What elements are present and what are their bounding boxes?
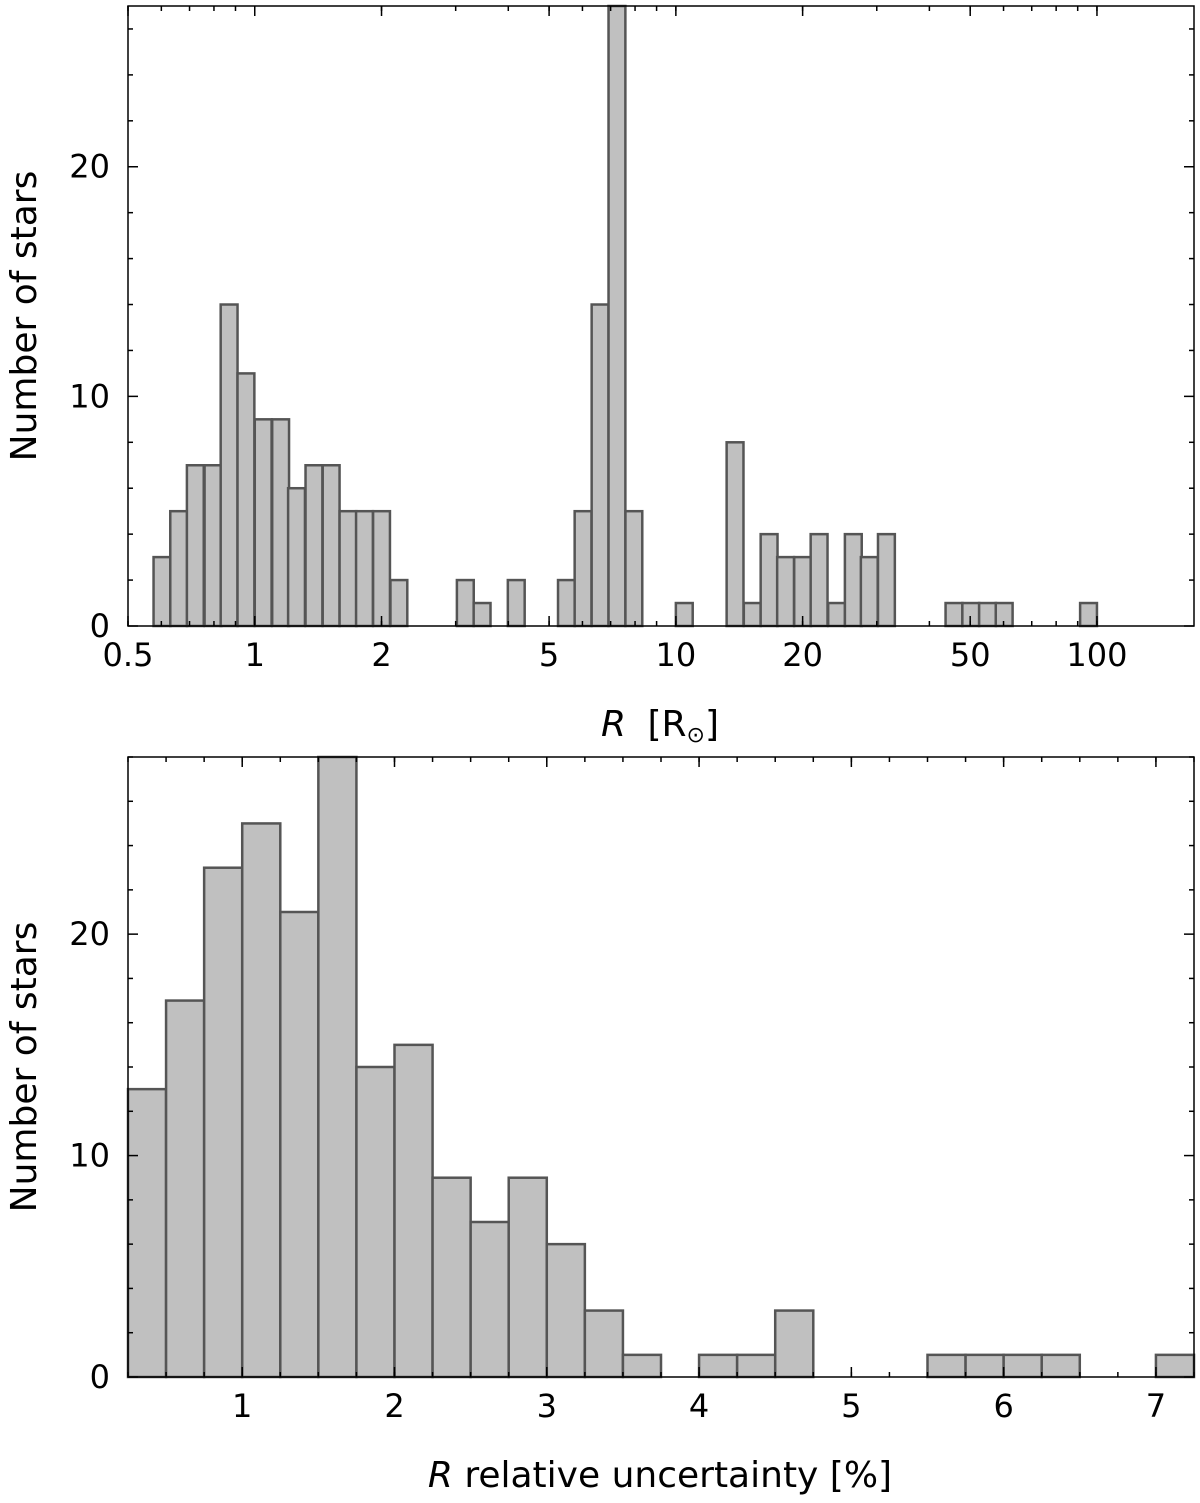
top-bar <box>185 464 205 628</box>
top-bar <box>725 441 745 628</box>
top-y-axis-title: Number of stars <box>4 171 45 462</box>
bot-bar <box>240 822 282 1379</box>
bot-bar <box>621 1353 663 1379</box>
bot-bar <box>202 866 244 1379</box>
top-x-tick-label: 2 <box>371 636 391 674</box>
top-bar <box>371 509 392 628</box>
bottom-x-axis-rest: relative uncertainty [%] <box>453 1455 892 1496</box>
bottom-x-axis-title: R relative uncertainty [%] <box>428 1455 892 1496</box>
top-bar <box>759 532 779 628</box>
top-x-tick-label: 10 <box>656 636 697 674</box>
bot-bar <box>393 1043 434 1379</box>
top-bar <box>944 601 964 628</box>
bot-x-tick-label: 2 <box>384 1387 404 1425</box>
top-bar <box>354 509 375 628</box>
top-bar <box>556 578 577 628</box>
top-x-tick-label: 50 <box>950 636 991 674</box>
bot-bar <box>697 1353 739 1379</box>
bot-y-tick-label: 20 <box>69 915 110 953</box>
bot-x-tick-label: 5 <box>841 1387 861 1425</box>
bot-bar <box>545 1242 587 1379</box>
bot-bar <box>926 1353 967 1379</box>
top-x-axis-title: R [R⊙] <box>601 704 719 748</box>
top-bar <box>573 509 593 628</box>
bot-bar <box>126 1087 168 1379</box>
top-bar <box>826 601 847 628</box>
bot-bar <box>1040 1353 1082 1379</box>
top-bar <box>321 464 341 628</box>
top-bar <box>472 601 492 628</box>
bot-bar <box>431 1176 472 1379</box>
top-bar <box>169 509 189 628</box>
top-bar <box>338 509 358 628</box>
top-bar <box>590 303 610 628</box>
top-y-tick-label: 0 <box>90 607 110 645</box>
top-bar <box>219 303 239 628</box>
top-bar <box>253 418 273 628</box>
top-bar <box>859 555 879 628</box>
top-bar <box>742 601 762 628</box>
bot-bar <box>964 1353 1005 1379</box>
top-bar <box>286 486 307 628</box>
bot-y-tick-label: 0 <box>90 1358 110 1396</box>
top-x-tick-label: 20 <box>782 636 823 674</box>
bot-bar <box>583 1309 625 1379</box>
top-bar <box>607 4 627 628</box>
bot-bar <box>507 1176 549 1379</box>
radius-histogram: 0.5 1 2 5 10 20 50 100 0 10 20 Number of stars R [… <box>4 4 1195 748</box>
bot-x-tick-label: 6 <box>993 1387 1013 1425</box>
bot-bar <box>735 1353 777 1379</box>
top-bar <box>236 372 256 628</box>
top-x-axis-symbol: R <box>601 704 626 745</box>
bot-bar <box>773 1309 815 1379</box>
top-bar <box>843 532 863 628</box>
top-bar <box>809 532 829 628</box>
top-x-tick-label: 100 <box>1066 636 1127 674</box>
top-plot-frame <box>127 5 1195 627</box>
uncertainty-histogram: 1 2 3 4 5 6 7 0 10 20 Number of stars R relative … <box>4 755 1196 1496</box>
top-bar <box>304 464 324 628</box>
top-bar <box>876 532 897 628</box>
top-bar <box>624 509 644 628</box>
top-bar <box>1078 601 1099 628</box>
top-x-tick-label: 1 <box>245 636 265 674</box>
bot-bar <box>1154 1353 1196 1379</box>
top-y-tick-label: 10 <box>69 377 110 415</box>
bot-y-tick-label: 10 <box>69 1137 110 1175</box>
top-bar <box>270 418 291 628</box>
top-y-tick-label: 20 <box>69 148 110 186</box>
bot-x-tick-label: 3 <box>537 1387 557 1425</box>
top-bar <box>792 555 813 628</box>
bot-x-tick-label: 1 <box>232 1387 252 1425</box>
top-bar <box>674 601 694 628</box>
top-bar <box>506 578 526 628</box>
sun-symbol-icon: ⊙ <box>687 723 705 748</box>
top-bar <box>389 578 409 628</box>
bot-bar <box>355 1065 396 1379</box>
top-x-axis-unit: [R <box>647 704 686 745</box>
top-x-axis-unit-close: ] <box>705 704 719 745</box>
top-bar <box>775 555 796 628</box>
bot-bar <box>279 910 320 1379</box>
top-x-tick-label: 0.5 <box>103 636 154 674</box>
top-bar <box>455 578 475 628</box>
bot-x-tick-label: 4 <box>689 1387 709 1425</box>
bot-bar <box>317 755 358 1379</box>
bot-bar <box>1002 1353 1043 1379</box>
top-bar <box>977 601 998 628</box>
bot-bar <box>469 1220 510 1379</box>
bottom-x-axis-symbol: R <box>428 1455 453 1496</box>
bot-x-tick-label: 7 <box>1146 1387 1166 1425</box>
bottom-y-axis-title: Number of stars <box>4 922 45 1213</box>
bot-bar <box>164 999 206 1379</box>
top-bar <box>203 464 223 628</box>
top-bar <box>152 555 172 628</box>
top-x-tick-label: 5 <box>539 636 559 674</box>
